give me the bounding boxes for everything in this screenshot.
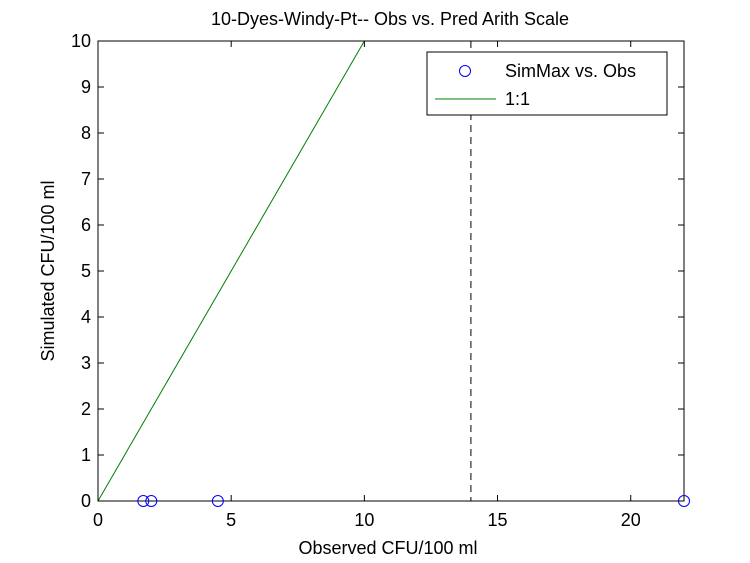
y-tick-label: 6: [81, 215, 91, 235]
y-axis: 0 1 2 3 4 5 6 7 8 9 10: [71, 31, 684, 511]
line-series-group: [97, 40, 365, 502]
legend-label-one-to-one: 1:1: [505, 89, 530, 109]
y-tick-label: 1: [81, 445, 91, 465]
y-tick-label: 4: [81, 307, 91, 327]
x-axis-label: Observed CFU/100 ml: [298, 538, 477, 558]
y-axis-label: Simulated CFU/100 ml: [38, 180, 58, 361]
chart-title: 10-Dyes-Windy-Pt-- Obs vs. Pred Arith Sc…: [211, 9, 569, 29]
x-tick-label: 0: [93, 510, 103, 530]
y-tick-label: 5: [81, 261, 91, 281]
legend: SimMax vs. Obs 1:1: [426, 51, 668, 116]
data-point: [137, 495, 150, 507]
x-axis: 0 5 10 15 20: [93, 41, 641, 530]
x-tick-label: 20: [621, 510, 641, 530]
y-tick-label: 8: [81, 123, 91, 143]
x-tick-label: 15: [488, 510, 508, 530]
x-tick-label: 5: [226, 510, 236, 530]
legend-box: [426, 51, 668, 116]
y-tick-label: 0: [81, 491, 91, 511]
y-tick-label: 10: [71, 31, 91, 51]
y-tick-label: 7: [81, 169, 91, 189]
x-tick-label: 10: [354, 510, 374, 530]
legend-marker-simmax: [459, 65, 471, 77]
y-tick-label: 9: [81, 77, 91, 97]
y-tick-label: 2: [81, 399, 91, 419]
data-point: [145, 495, 158, 507]
legend-label-simmax: SimMax vs. Obs: [505, 61, 636, 81]
y-tick-label: 3: [81, 353, 91, 373]
data-point: [211, 495, 224, 507]
series-line-one-to-one: [97, 40, 365, 502]
plot-area: [97, 40, 685, 502]
